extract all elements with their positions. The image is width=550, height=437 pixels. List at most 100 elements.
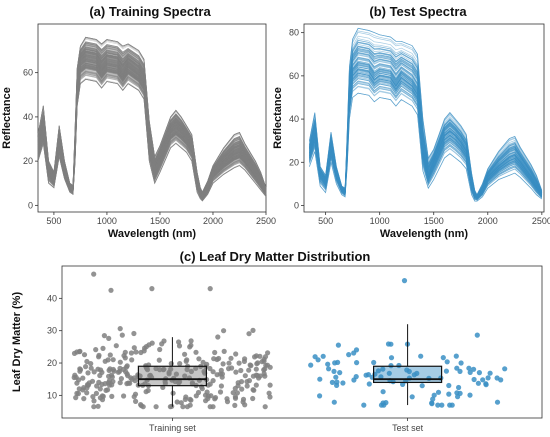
data-point [261,358,267,364]
spectrum-line [37,78,267,202]
data-point [419,383,425,389]
spectrum-line [309,78,543,200]
spectrum-line [37,58,267,198]
spectrum-line [309,53,543,197]
data-point [334,379,340,385]
y-axis-label: Reflectance [1,87,13,149]
spectrum-line [37,60,267,198]
y-tick-label: 40 [47,293,57,303]
data-point [128,350,134,356]
data-point [325,361,331,367]
spectrum-line [37,55,267,197]
spectrum-line [37,59,267,198]
spectrum-line [37,73,267,201]
spectrum-line [309,48,543,197]
spectrum-line [37,48,267,196]
spectrum-line [37,61,267,199]
spectrum-line [37,60,267,198]
spectrum-line [37,54,267,197]
spectrum-line [37,51,267,197]
spectrum-line [37,53,267,197]
spectrum-line [309,68,543,198]
data-point [117,326,123,332]
spectrum-line [37,58,267,198]
data-point [183,358,189,364]
spectrum-line [37,71,267,201]
spectrum-line [37,65,267,199]
data-point [157,346,163,353]
data-point [107,352,113,358]
spectrum-line [37,52,267,197]
spectrum-line [37,47,267,196]
spectrum-line [37,63,267,199]
spectrum-line [37,72,267,201]
spectrum-line [37,71,267,201]
data-point [483,382,489,388]
data-point [406,368,412,375]
spectrum-line [37,66,267,200]
data-point [73,395,79,401]
spectrum-line [309,64,543,198]
spectrum-line [309,49,543,197]
spectrum-line [37,44,267,195]
data-point [474,332,480,338]
spectrum-line [309,51,543,197]
data-point [91,404,97,410]
data-point [230,390,236,396]
spectrum-line [37,52,267,197]
spectrum-line [37,57,267,198]
spectrum-line [309,57,543,197]
spectrum-line [37,42,267,195]
spectrum-line [37,42,267,195]
y-tick-label: 0 [294,201,299,211]
spectrum-line [309,70,543,199]
spectrum-line [309,69,543,199]
data-point [193,349,199,355]
data-point [234,390,240,396]
data-point [188,342,194,348]
spectrum-line [37,53,267,197]
data-point [340,380,346,386]
spectrum-line [37,52,267,197]
data-point [129,357,135,363]
spectrum-line [309,54,543,197]
spectrum-line [37,37,267,194]
spectrum-line [37,56,267,198]
spectrum-line [37,75,267,201]
spectrum-line [309,71,543,199]
spectrum-line [309,38,543,196]
data-point [105,387,111,393]
spectrum-line [37,64,267,199]
spectrum-line [37,60,267,198]
data-point [145,387,151,394]
spectrum-line [37,63,267,199]
spectrum-line [309,40,543,197]
spectrum-line [309,66,543,198]
data-point [176,343,183,349]
spectrum-line [37,58,267,198]
data-point [250,395,256,402]
data-point [157,367,163,373]
spectrum-line [309,46,543,197]
data-point [221,328,227,334]
data-point [193,365,199,371]
data-point [246,331,252,337]
data-point [162,380,168,386]
data-point [196,356,202,362]
spectrum-line [37,78,267,202]
data-point [133,398,139,404]
spectrum-line [309,68,543,198]
spectrum-line [37,46,267,195]
data-point [214,372,220,378]
spectrum-line [309,54,543,197]
spectrum-line [37,57,267,198]
data-point [184,366,190,373]
spectrum-line [37,66,267,200]
data-point [132,378,138,384]
chart-title: (a) Training Spectra [89,4,211,19]
spectrum-line [309,69,543,199]
data-point [94,383,100,389]
spectrum-line [37,49,267,196]
spectrum-line [37,55,267,197]
spectrum-line [37,52,267,197]
